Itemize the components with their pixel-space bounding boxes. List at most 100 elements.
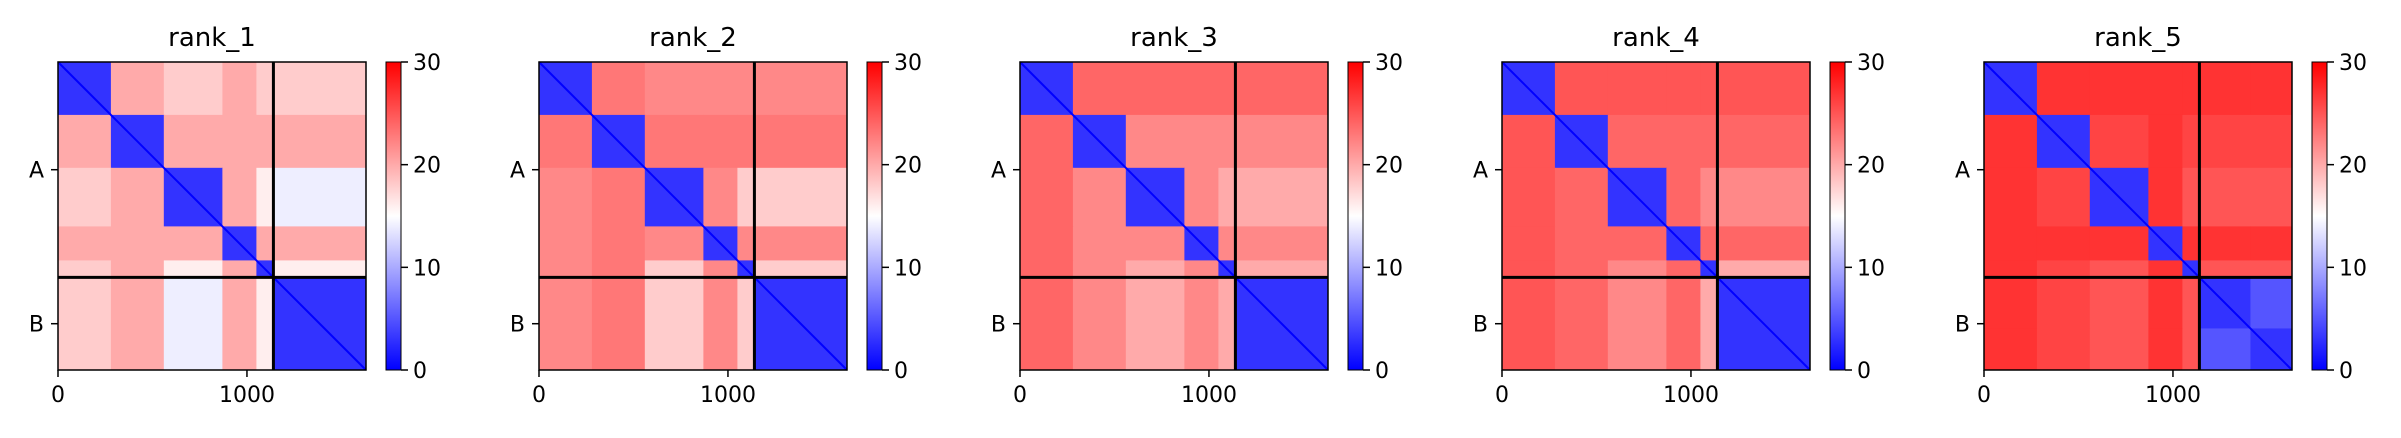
heatmap-cell-4-3: [1184, 260, 1219, 278]
axes-frame: [1501, 61, 1811, 371]
heatmap-cell-5-2: [644, 277, 704, 371]
heatmap-cell-3-5: [273, 226, 367, 261]
heatmap-cell-1-3: [222, 114, 257, 169]
heatmap-cell-3-2: [644, 226, 704, 261]
heatmap-cell-1-0: [58, 114, 112, 169]
pae-panel-4: rank_4 0 1000 A B 0 10 20 30: [1473, 23, 1885, 408]
heatmap-cell-4-2: [1125, 260, 1185, 278]
colorbar: [1347, 61, 1364, 371]
heatmap-cell-3-1: [591, 226, 646, 261]
heatmap-cell-4-2: [1607, 260, 1667, 278]
heatmap-cell-5-0: [58, 277, 112, 371]
heatmap-cell-3-2: [2089, 226, 2149, 261]
heatmap-cell-4-0: [1502, 260, 1556, 278]
panel-title: rank_4: [1612, 23, 1700, 53]
heatmap-cell-1-5: [1717, 114, 1811, 169]
heatmap-cell-4-3: [703, 260, 738, 278]
y-tick-label: A: [1955, 159, 1970, 184]
colorbar: [866, 61, 883, 371]
heatmap-cell-5-0: [539, 277, 593, 371]
heatmap-cell-0-3: [2148, 62, 2183, 116]
heatmap-cell-2-3: [703, 167, 738, 227]
heatmap-cell-0-5: [1717, 62, 1811, 116]
heatmap-diagonal: [1983, 61, 2293, 371]
heatmap-cell-6-4: [2182, 328, 2200, 371]
heatmap-cell-5-4: [256, 277, 274, 371]
heatmap-diagonal: [1019, 61, 1329, 371]
heatmap-cell-4-5: [754, 260, 848, 278]
x-tick-label: 0: [1495, 383, 1509, 408]
axes-frame: [538, 61, 848, 371]
heatmap-cell-6-5: [2199, 328, 2251, 371]
heatmap-cell-0-4: [1218, 62, 1236, 116]
heatmap-cell-2-0: [58, 167, 112, 227]
colorbar-tick-label: 20: [894, 154, 922, 179]
heatmap-cell-3-1: [1072, 226, 1127, 261]
pae-panel-2: rank_2 0 1000 A B 0 10 20 30: [510, 23, 922, 408]
heatmap-cell-5-3: [1184, 277, 1219, 371]
heatmap-cell-4-5: [1235, 260, 1329, 278]
heatmap-cell-5-4: [2182, 277, 2200, 329]
heatmap-cell-5-2: [2089, 277, 2149, 329]
panel-title: rank_1: [168, 23, 256, 53]
colorbar-tick-label: 30: [1375, 51, 1403, 76]
heatmap-cell-2-1: [1554, 167, 1609, 227]
x-tick-label: 0: [1013, 383, 1027, 408]
y-tick-label: B: [1473, 313, 1488, 338]
heatmap-cell-2-3: [222, 167, 257, 227]
heatmap-cell-0-4: [2182, 62, 2200, 116]
heatmap-cell-0-1: [591, 62, 646, 116]
colorbar-tick-label: 0: [1857, 359, 1871, 384]
heatmap-cell-0-2: [1125, 62, 1185, 116]
heatmap-cell-1-5: [273, 114, 367, 169]
y-tick-label: B: [991, 313, 1006, 338]
heatmap-cell-1-0: [1020, 114, 1074, 169]
heatmap-cell-0-3: [222, 62, 257, 116]
x-tick-label: 0: [532, 383, 546, 408]
heatmap-cell-2-4: [1218, 167, 1236, 227]
heatmap-cell-5-2: [163, 277, 223, 371]
colorbar-tick-label: 20: [413, 154, 441, 179]
x-tick-label: 1000: [219, 383, 275, 408]
heatmap-cell-1-0: [539, 114, 593, 169]
heatmap-cell-1-0: [1502, 114, 1556, 169]
heatmap-cell-5-4: [1218, 277, 1236, 371]
pae-panel-1: rank_1 0 1000 A B 0 10 20 30: [29, 23, 441, 408]
heatmap-cell-6-2: [2089, 328, 2149, 371]
heatmap-cell-3-5: [1235, 226, 1329, 261]
heatmap-cell-3-1: [110, 226, 165, 261]
heatmap-cell-1-4: [2182, 114, 2200, 169]
heatmap-cell-4-3: [1666, 260, 1701, 278]
heatmap-cell-2-5: [2199, 167, 2251, 227]
heatmap-cell-0-1: [2036, 62, 2091, 116]
heatmap-cell-1-3: [2148, 114, 2183, 169]
heatmap-cell-0-3: [1666, 62, 1701, 116]
heatmap-cell-3-0: [58, 226, 112, 261]
heatmap-cell-4-1: [1554, 260, 1609, 278]
heatmap-cell-2-6: [2250, 167, 2293, 227]
heatmap-cell-4-5: [1717, 260, 1811, 278]
heatmap-cell-3-0: [1984, 226, 2038, 261]
heatmap-cell-1-4: [256, 114, 274, 169]
heatmap-cell-0-5: [273, 62, 367, 116]
y-tick-label: A: [991, 159, 1006, 184]
colorbar-tick-label: 10: [1857, 256, 1885, 281]
heatmap-cell-3-6: [2250, 226, 2293, 261]
heatmap-cell-1-2: [644, 114, 704, 169]
heatmap-cell-5-0: [1020, 277, 1074, 371]
heatmap-cell-5-0: [1984, 277, 2038, 329]
heatmap-cell-0-4: [256, 62, 274, 116]
heatmap-cell-1-6: [2250, 114, 2293, 169]
heatmap-cell-0-1: [1072, 62, 1127, 116]
heatmap-cell-2-0: [1984, 167, 2038, 227]
heatmap-cell-2-0: [539, 167, 593, 227]
heatmap-cell-5-1: [591, 277, 646, 371]
heatmap-cell-4-0: [58, 260, 112, 278]
heatmap-cell-5-1: [1072, 277, 1127, 371]
heatmap-cell-1-3: [1666, 114, 1701, 169]
heatmap-diagonal: [1501, 61, 1811, 371]
heatmap-cell-4-1: [1072, 260, 1127, 278]
heatmap-cell-3-5: [2199, 226, 2251, 261]
heatmap-cell-3-0: [539, 226, 593, 261]
heatmap-cell-0-6: [2250, 62, 2293, 116]
